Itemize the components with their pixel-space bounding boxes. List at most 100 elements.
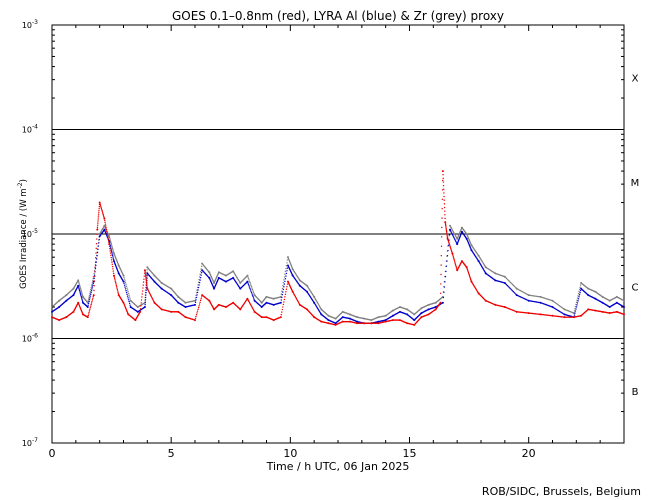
- data-sample: [195, 315, 197, 318]
- data-sample: [286, 259, 289, 261]
- data-sample: [446, 235, 448, 238]
- data-sample: [455, 264, 457, 267]
- data-point: [96, 228, 99, 231]
- data-sample: [284, 296, 286, 298]
- data-sample: [127, 292, 130, 295]
- data-sample: [93, 274, 96, 276]
- data-sample: [88, 299, 91, 301]
- data-sample: [80, 291, 83, 293]
- data-sample: [89, 295, 92, 297]
- data-sample: [78, 288, 80, 291]
- data-sample: [579, 289, 582, 292]
- data-sample: [123, 284, 126, 286]
- data-sample: [139, 308, 142, 310]
- data-point: [77, 284, 80, 287]
- data-sample: [97, 219, 99, 221]
- data-sample: [112, 268, 114, 270]
- data-sample: [92, 296, 94, 298]
- data-sample: [445, 227, 447, 229]
- data-sample: [127, 297, 129, 299]
- data-sample: [576, 299, 578, 301]
- data-sample: [117, 293, 120, 295]
- data-sample: [116, 287, 118, 289]
- data-sample: [443, 199, 445, 201]
- data-sample: [110, 259, 113, 261]
- data-sample: [145, 282, 148, 285]
- data-sample: [109, 246, 112, 248]
- data-sample: [97, 248, 99, 250]
- data-point: [92, 294, 95, 297]
- data-sample: [93, 280, 96, 282]
- data-sample: [280, 313, 283, 316]
- data-sample: [102, 212, 104, 214]
- data-sample: [88, 310, 91, 312]
- data-sample: [109, 238, 111, 240]
- data-sample: [80, 294, 82, 297]
- data-sample: [89, 308, 91, 310]
- data-sample: [252, 290, 254, 292]
- data-sample: [111, 254, 114, 257]
- data-point: [86, 306, 89, 309]
- data-sample: [79, 286, 81, 289]
- y-axis-ticks: 10-3 10-4 10-5 10-6 10-7: [22, 19, 624, 448]
- data-point: [439, 301, 442, 304]
- data-sample: [110, 241, 112, 244]
- data-sample: [113, 276, 116, 278]
- data-sample: [88, 300, 90, 303]
- data-sample: [447, 244, 450, 247]
- data-sample: [443, 291, 445, 293]
- data-sample: [447, 239, 449, 241]
- data-sample: [282, 291, 284, 293]
- data-sample: [198, 278, 200, 281]
- data-point: [122, 274, 125, 277]
- data-sample: [95, 252, 97, 254]
- data-sample: [194, 297, 197, 299]
- data-sample: [95, 243, 98, 245]
- data-sample: [199, 301, 201, 303]
- data-sample: [94, 271, 96, 273]
- data-sample: [444, 217, 446, 220]
- data-sample: [89, 292, 91, 295]
- data-sample: [94, 275, 96, 278]
- data-sample: [440, 283, 442, 285]
- data-sample: [455, 265, 457, 268]
- data-sample: [247, 276, 249, 278]
- data-sample: [144, 274, 147, 277]
- data-sample: [106, 234, 109, 236]
- data-sample: [442, 296, 445, 299]
- data-sample: [146, 285, 148, 287]
- data-sample: [109, 240, 112, 242]
- data-sample: [453, 258, 455, 261]
- data-sample: [105, 228, 108, 231]
- data-sample: [111, 251, 113, 254]
- data-sample: [91, 300, 93, 303]
- data-sample: [579, 284, 582, 286]
- data-sample: [91, 283, 93, 285]
- data-sample: [449, 245, 451, 247]
- data-sample: [97, 223, 99, 225]
- data-sample: [285, 267, 287, 270]
- chart-title: GOES 0.1–0.8nm (red), LYRA Al (blue) & Z…: [172, 9, 504, 23]
- data-sample: [285, 275, 287, 277]
- data-sample: [513, 291, 515, 294]
- data-sample: [87, 314, 89, 317]
- data-sample: [251, 288, 254, 291]
- data-sample: [284, 280, 286, 283]
- data-sample: [123, 282, 125, 285]
- data-sample: [97, 245, 100, 247]
- data-sample: [94, 268, 97, 270]
- data-sample: [248, 280, 251, 282]
- data-sample: [284, 278, 287, 280]
- data-sample: [510, 281, 512, 284]
- data-sample: [112, 259, 115, 261]
- data-sample: [95, 264, 97, 267]
- data-sample: [442, 177, 444, 180]
- data-point: [112, 274, 115, 277]
- data-sample: [514, 292, 516, 295]
- data-sample: [573, 314, 576, 316]
- data-sample: [77, 280, 80, 283]
- x-tick-label: 15: [403, 447, 417, 460]
- data-sample: [128, 294, 130, 297]
- data-sample: [144, 303, 146, 306]
- data-point: [108, 243, 111, 246]
